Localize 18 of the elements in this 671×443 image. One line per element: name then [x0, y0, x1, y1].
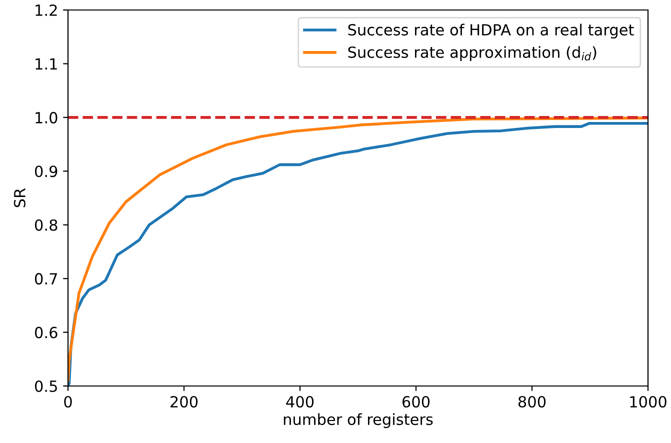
x-tick-label: 400 [286, 396, 314, 408]
legend-label: Success rate of HDPA on a real target [348, 24, 634, 39]
y-tick-label: 0.5 [34, 380, 57, 392]
x-tick-label: 1000 [630, 396, 666, 408]
y-tick-label: 0.8 [34, 219, 58, 231]
y-tick-label: 1.2 [36, 4, 57, 16]
legend-label: Success rate approximation (d$_{id}$) [348, 46, 596, 61]
y-tick-label: 0.7 [34, 273, 57, 285]
x-tick-label: 600 [402, 396, 430, 408]
x-tick-label: 200 [170, 396, 198, 408]
y-tick-label: 0.6 [34, 326, 58, 338]
y-axis-title: SR [14, 188, 26, 208]
y-tick-label: 0.9 [34, 166, 58, 178]
y-tick-label: 1.1 [36, 58, 57, 70]
y-tick-label: 1.0 [36, 112, 58, 124]
x-axis-title: number of registers [284, 413, 433, 428]
x-tick-label: 800 [518, 396, 546, 408]
x-tick-label: 0 [64, 396, 72, 408]
